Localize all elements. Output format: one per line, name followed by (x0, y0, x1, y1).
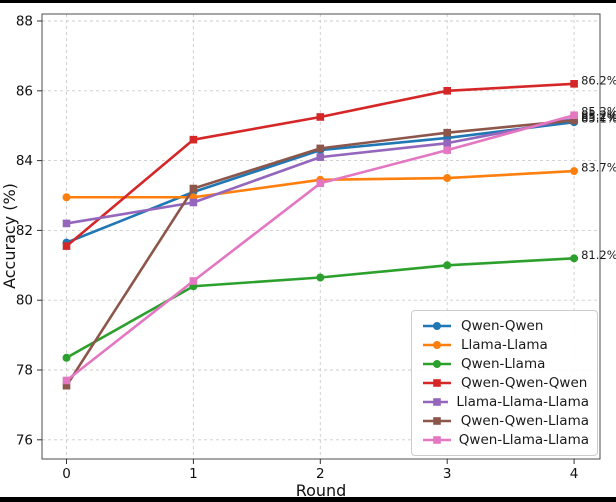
legend-item-llama-llama-llama: Llama-Llama-Llama (421, 393, 589, 412)
end-label-layer: 85.1%83.7%81.2%86.2%85.2%85.2%85.3% (581, 73, 616, 262)
legend-marker (433, 398, 441, 406)
end-label-qwen-llama: 81.2% (581, 248, 616, 262)
legend-label: Llama-Llama (461, 336, 548, 353)
marker-qwen-qwen-llama (570, 116, 578, 125)
legend-item-qwen-qwen-qwen: Qwen-Qwen-Qwen (421, 373, 589, 392)
end-label-qwen-qwen-qwen: 86.2% (581, 73, 616, 87)
legend-marker (433, 340, 441, 349)
legend-label: Qwen-Llama (461, 355, 546, 372)
marker-qwen-qwen-qwen (316, 113, 325, 121)
legend-marker-square-icon (423, 398, 449, 406)
x-tick-label: 2 (316, 466, 325, 482)
marker-llama-llama-llama (316, 153, 325, 161)
marker-qwen-qwen-llama (62, 381, 71, 390)
x-tick-label: 0 (62, 466, 71, 482)
x-tick-label: 3 (443, 466, 452, 482)
legend-marker-circle-icon (423, 340, 451, 349)
legend-marker-circle-icon (423, 321, 451, 330)
legend-marker-square-icon (423, 379, 451, 387)
end-label-qwen-qwen: 85.1% (581, 112, 616, 126)
top-border (0, 0, 616, 3)
y-tick-label: 88 (16, 14, 33, 30)
marker-qwen-qwen-qwen (570, 80, 578, 88)
legend-label: Qwen-Qwen (461, 317, 544, 334)
marker-llama-llama (443, 174, 452, 183)
chart-legend: Qwen-Qwen Llama-Llama Qwen-Llama Qwen-Qwen-… (411, 310, 598, 456)
marker-qwen-qwen-qwen (62, 242, 71, 250)
x-axis-label: Round (296, 481, 347, 500)
legend-label: Qwen-Qwen-Llama (460, 413, 589, 430)
legend-marker (433, 379, 441, 387)
y-tick-label: 76 (16, 432, 33, 448)
marker-qwen-qwen-qwen (443, 87, 451, 95)
marker-qwen-llama-llama (62, 376, 71, 385)
x-tick-label: 4 (570, 466, 579, 482)
marker-qwen-llama (316, 273, 325, 282)
marker-qwen-qwen-llama (189, 184, 198, 193)
legend-item-qwen-llama-llama: Qwen-Llama-Llama (421, 431, 589, 450)
end-label-llama-llama-llama: 85.2% (581, 108, 616, 122)
legend-marker (433, 359, 441, 368)
legend-marker-circle-icon (423, 359, 451, 368)
legend-item-qwen-qwen-llama: Qwen-Qwen-Llama (421, 412, 589, 431)
marker-qwen-llama (443, 261, 452, 270)
marker-qwen-qwen-llama (316, 144, 325, 153)
legend-marker (433, 417, 441, 426)
marker-qwen-qwen-llama (443, 128, 451, 137)
marker-qwen-llama-llama (570, 111, 578, 120)
legend-item-llama-llama: Llama-Llama (421, 335, 589, 354)
legend-marker-square-icon (423, 417, 451, 426)
marker-llama-llama-llama (443, 139, 451, 147)
marker-llama-llama (62, 193, 71, 202)
marker-qwen-qwen-qwen (189, 135, 198, 144)
marker-llama-llama-llama (62, 219, 71, 228)
legend-label: Qwen-Qwen-Qwen (461, 374, 588, 391)
legend-marker-square-icon (423, 436, 451, 445)
marker-llama-llama (570, 167, 579, 176)
marker-qwen-llama-llama (316, 179, 325, 188)
legend-item-qwen-llama: Qwen-Llama (421, 354, 589, 373)
bottom-border (0, 497, 616, 502)
marker-llama-llama-llama (189, 198, 198, 207)
y-tick-label: 82 (16, 223, 33, 239)
legend-label: Llama-Llama-Llama (456, 394, 589, 411)
y-tick-label: 86 (16, 83, 33, 99)
tick-layer: 76 78 80 82 84 86 88 0 1 2 3 4 (16, 14, 579, 483)
marker-qwen-llama (570, 254, 579, 263)
series-layer (62, 80, 579, 390)
marker-qwen-llama (62, 353, 71, 362)
plot-frame (41, 13, 601, 460)
end-label-qwen-llama-llama: 85.3% (581, 105, 616, 119)
y-tick-label: 84 (16, 153, 33, 169)
y-tick-label: 78 (16, 363, 33, 379)
y-tick-label: 80 (16, 293, 33, 309)
legend-marker (433, 436, 441, 445)
x-tick-label: 1 (189, 466, 198, 482)
legend-item-qwen-qwen: Qwen-Qwen (421, 316, 589, 335)
y-axis-label: Accuracy (%) (0, 183, 19, 289)
end-label-llama-llama: 83.7% (581, 161, 616, 175)
legend-marker (433, 321, 441, 330)
marker-qwen-llama-llama (443, 146, 451, 154)
end-label-qwen-qwen-llama: 85.2% (581, 110, 616, 124)
marker-qwen-llama-llama (189, 277, 198, 285)
legend-label: Qwen-Llama-Llama (458, 432, 589, 449)
